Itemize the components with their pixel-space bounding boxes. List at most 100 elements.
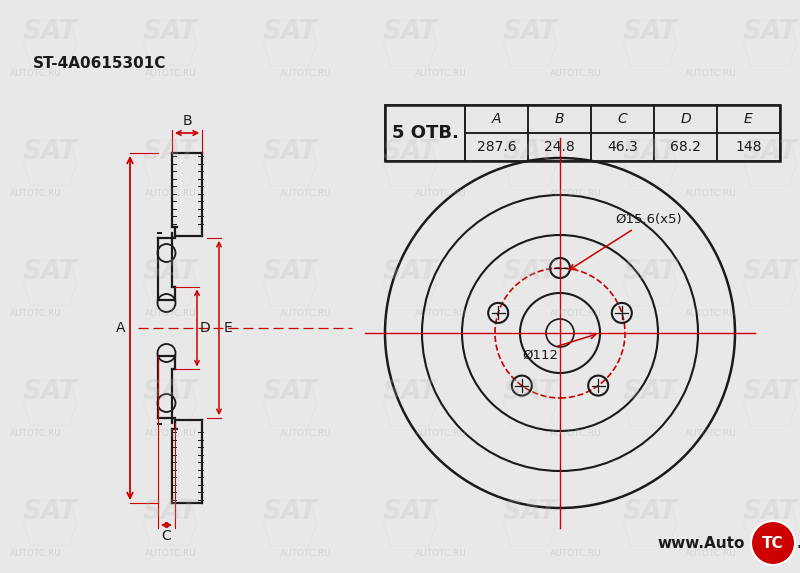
Text: AUTOTC.RU: AUTOTC.RU — [10, 308, 62, 317]
Text: SAT: SAT — [142, 258, 198, 285]
Text: AUTOTC.RU: AUTOTC.RU — [280, 548, 332, 558]
Text: 148: 148 — [735, 140, 762, 154]
Text: SAT: SAT — [262, 258, 318, 285]
Text: 287.6: 287.6 — [477, 140, 516, 154]
Text: AUTOTC.RU: AUTOTC.RU — [550, 189, 602, 198]
Text: SAT: SAT — [382, 499, 438, 525]
Text: SAT: SAT — [742, 499, 798, 525]
Bar — [654, 105, 717, 133]
Text: 68.2: 68.2 — [670, 140, 701, 154]
Text: www.Auto: www.Auto — [658, 536, 745, 551]
Text: SAT: SAT — [262, 379, 318, 405]
Text: AUTOTC.RU: AUTOTC.RU — [685, 308, 737, 317]
Text: AUTOTC.RU: AUTOTC.RU — [415, 548, 466, 558]
Bar — [465, 105, 528, 133]
Text: AUTOTC.RU: AUTOTC.RU — [415, 429, 466, 438]
Text: SAT: SAT — [382, 258, 438, 285]
Text: TC: TC — [762, 536, 784, 551]
Bar — [528, 105, 591, 133]
Text: AUTOTC.RU: AUTOTC.RU — [685, 429, 737, 438]
Text: AUTOTC.RU: AUTOTC.RU — [280, 69, 332, 77]
Text: SAT: SAT — [22, 18, 78, 45]
Text: .ru: .ru — [796, 536, 800, 551]
Text: SAT: SAT — [622, 139, 678, 164]
Bar — [591, 133, 654, 161]
Text: Ø112: Ø112 — [522, 348, 558, 362]
Text: E: E — [744, 112, 753, 126]
Text: SAT: SAT — [742, 379, 798, 405]
Text: AUTOTC.RU: AUTOTC.RU — [280, 189, 332, 198]
Text: AUTOTC.RU: AUTOTC.RU — [415, 308, 466, 317]
Circle shape — [751, 521, 795, 565]
Text: B: B — [182, 114, 192, 128]
Text: D: D — [680, 112, 691, 126]
Text: SAT: SAT — [142, 139, 198, 164]
Text: AUTOTC.RU: AUTOTC.RU — [550, 429, 602, 438]
Bar — [385, 105, 780, 161]
Text: SAT: SAT — [742, 139, 798, 164]
Text: AUTOTC.RU: AUTOTC.RU — [415, 69, 466, 77]
Text: SAT: SAT — [502, 258, 558, 285]
Text: AUTOTC.RU: AUTOTC.RU — [145, 308, 197, 317]
Text: AUTOTC.RU: AUTOTC.RU — [145, 429, 197, 438]
Text: AUTOTC.RU: AUTOTC.RU — [280, 429, 332, 438]
Text: AUTOTC.RU: AUTOTC.RU — [10, 548, 62, 558]
Text: AUTOTC.RU: AUTOTC.RU — [550, 308, 602, 317]
Text: AUTOTC.RU: AUTOTC.RU — [550, 69, 602, 77]
Text: Ø15.6(x5): Ø15.6(x5) — [570, 213, 682, 269]
Text: SAT: SAT — [742, 18, 798, 45]
Text: SAT: SAT — [742, 258, 798, 285]
Text: SAT: SAT — [502, 499, 558, 525]
Text: SAT: SAT — [22, 499, 78, 525]
Text: AUTOTC.RU: AUTOTC.RU — [415, 189, 466, 198]
Text: SAT: SAT — [382, 139, 438, 164]
Text: AUTOTC.RU: AUTOTC.RU — [550, 548, 602, 558]
Text: B: B — [554, 112, 564, 126]
Text: AUTOTC.RU: AUTOTC.RU — [10, 429, 62, 438]
Text: SAT: SAT — [622, 379, 678, 405]
Text: ST-4A0615301C: ST-4A0615301C — [34, 56, 166, 70]
Text: C: C — [162, 529, 171, 543]
Text: SAT: SAT — [622, 18, 678, 45]
Bar — [717, 105, 780, 133]
Text: AUTOTC.RU: AUTOTC.RU — [685, 69, 737, 77]
Text: SAT: SAT — [22, 258, 78, 285]
Text: SAT: SAT — [142, 499, 198, 525]
Text: AUTOTC.RU: AUTOTC.RU — [145, 189, 197, 198]
Text: SAT: SAT — [262, 18, 318, 45]
Text: AUTOTC.RU: AUTOTC.RU — [685, 548, 737, 558]
Text: 24.8: 24.8 — [544, 140, 575, 154]
Text: SAT: SAT — [622, 258, 678, 285]
Text: A: A — [116, 321, 126, 335]
Bar — [528, 133, 591, 161]
Text: SAT: SAT — [142, 379, 198, 405]
Text: C: C — [618, 112, 627, 126]
Text: SAT: SAT — [22, 139, 78, 164]
Text: 46.3: 46.3 — [607, 140, 638, 154]
Text: SAT: SAT — [262, 499, 318, 525]
Text: SAT: SAT — [22, 379, 78, 405]
Text: AUTOTC.RU: AUTOTC.RU — [10, 69, 62, 77]
Bar — [385, 105, 465, 161]
Text: AUTOTC.RU: AUTOTC.RU — [685, 189, 737, 198]
Text: SAT: SAT — [382, 379, 438, 405]
Text: AUTOTC.RU: AUTOTC.RU — [145, 69, 197, 77]
Text: A: A — [492, 112, 502, 126]
Text: SAT: SAT — [142, 18, 198, 45]
Text: SAT: SAT — [622, 499, 678, 525]
Text: AUTOTC.RU: AUTOTC.RU — [280, 308, 332, 317]
Text: SAT: SAT — [382, 18, 438, 45]
Bar — [591, 105, 654, 133]
Text: SAT: SAT — [262, 139, 318, 164]
Text: SAT: SAT — [502, 379, 558, 405]
Bar — [717, 133, 780, 161]
Text: 5 ОТВ.: 5 ОТВ. — [391, 124, 458, 142]
Text: E: E — [224, 321, 232, 335]
Text: AUTOTC.RU: AUTOTC.RU — [10, 189, 62, 198]
Text: SAT: SAT — [502, 18, 558, 45]
Bar — [465, 133, 528, 161]
Text: AUTOTC.RU: AUTOTC.RU — [145, 548, 197, 558]
Text: SAT: SAT — [502, 139, 558, 164]
Bar — [654, 133, 717, 161]
Text: D: D — [200, 321, 210, 335]
